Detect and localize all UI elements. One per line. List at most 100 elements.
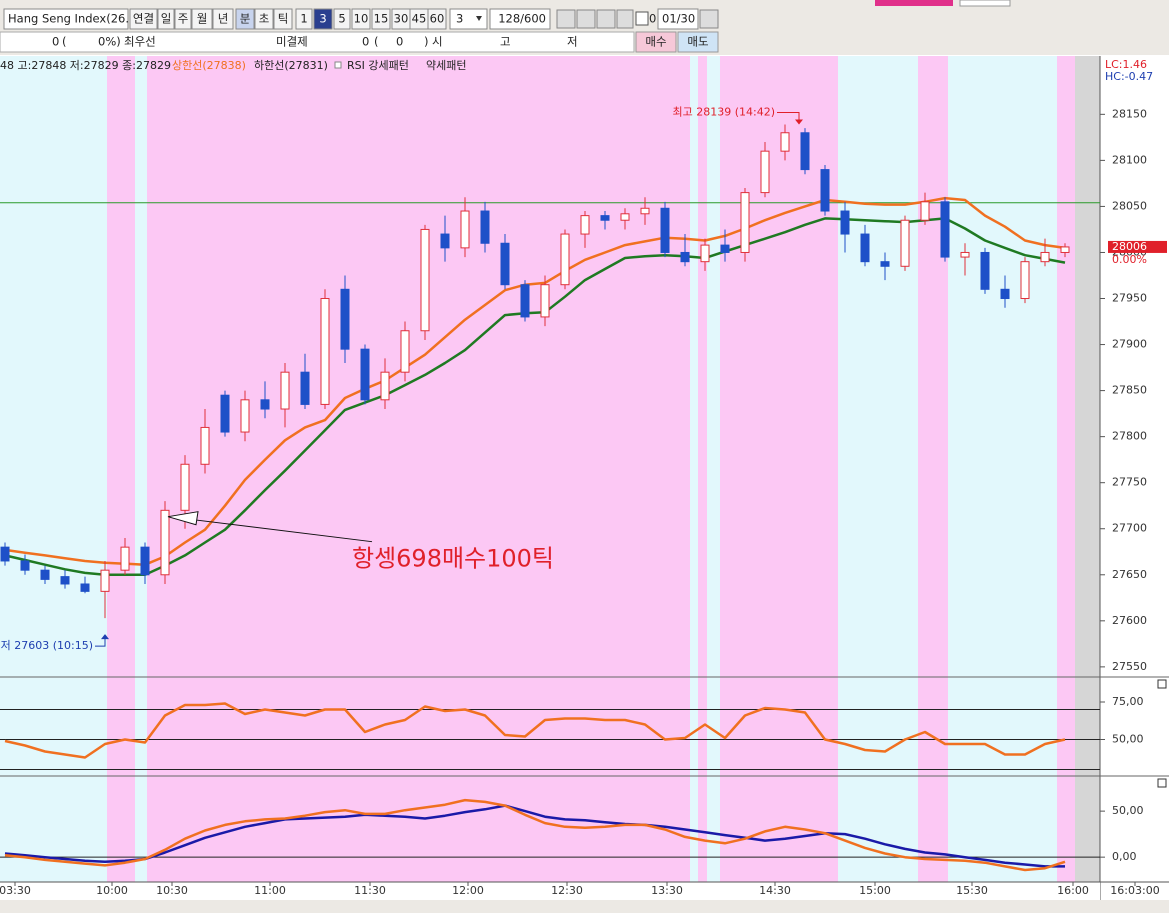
- last-value-box: [1108, 240, 1167, 253]
- candle-body: [880, 261, 890, 267]
- x-axis-area: [0, 882, 1100, 900]
- toolbar-button[interactable]: [273, 8, 293, 30]
- candle-body: [220, 394, 230, 433]
- candle-body: [840, 210, 850, 235]
- candle-body: [800, 132, 810, 171]
- icon[interactable]: [556, 9, 576, 29]
- icon[interactable]: [576, 9, 596, 29]
- candle-body: [0, 546, 10, 562]
- toolbar-button-label: 분: [240, 12, 251, 26]
- quote-bar: [0, 31, 635, 53]
- candle-body: [500, 242, 510, 286]
- sell-label: 매도: [687, 35, 708, 49]
- quote-label: 최우선: [124, 35, 156, 49]
- top-button[interactable]: [875, 0, 953, 6]
- candle-body: [180, 463, 190, 511]
- toolbar-button[interactable]: [212, 8, 234, 30]
- top-button[interactable]: [959, 0, 1011, 7]
- candle-body: [60, 576, 70, 585]
- symbol-box[interactable]: [3, 8, 129, 30]
- candle-body: [300, 371, 310, 405]
- count-select[interactable]: [449, 8, 488, 30]
- candle-body: [80, 583, 90, 592]
- toolbar-button[interactable]: [351, 8, 371, 30]
- dropdown-arrow: [476, 16, 482, 21]
- candle-body: [280, 371, 290, 410]
- candle-body: [740, 192, 750, 253]
- toolbar-button[interactable]: [157, 8, 175, 30]
- candle-body: [600, 215, 610, 221]
- toolbar-button[interactable]: [129, 8, 158, 30]
- buy-label: 매수: [645, 35, 666, 49]
- toolbar-button-label: 10: [354, 12, 369, 26]
- candle-body: [940, 201, 950, 258]
- sell-button[interactable]: [677, 31, 719, 53]
- toolbar-button[interactable]: [313, 8, 333, 30]
- candle-body: [400, 330, 410, 373]
- candle-body: [420, 228, 430, 332]
- y-tick-label: 27800: [1112, 430, 1147, 443]
- toolbar-button-label: 30: [394, 12, 409, 26]
- toolbar-button[interactable]: [191, 8, 213, 30]
- candle-body: [620, 213, 630, 221]
- candle-body: [720, 244, 730, 253]
- shade-future: [1075, 56, 1100, 882]
- toolbar-button[interactable]: [371, 8, 391, 30]
- buy-button[interactable]: [635, 31, 677, 53]
- quote-label: 고: [500, 35, 511, 49]
- y-tick-label: 27550: [1112, 660, 1147, 673]
- calendar-icon[interactable]: [699, 9, 719, 29]
- y-tick-label: 28050: [1112, 199, 1147, 212]
- candle-body: [480, 210, 490, 244]
- candle-body: [860, 233, 870, 263]
- candle-body: [520, 284, 530, 318]
- candle-body: [700, 244, 710, 263]
- toolbar-button[interactable]: [235, 8, 255, 30]
- candle-body: [360, 348, 370, 401]
- candle-body: [1060, 246, 1070, 253]
- date-box[interactable]: [657, 8, 699, 30]
- y-tick-label: 27600: [1112, 614, 1147, 627]
- series-line: [4, 196, 1066, 566]
- x-tick-label: 16:00: [1057, 884, 1089, 897]
- legend-entry: 하한선(27831): [254, 58, 328, 72]
- candle-body: [660, 207, 670, 253]
- candle-body: [960, 251, 970, 258]
- quote: 0%): [98, 35, 121, 49]
- toolbar-button[interactable]: [295, 8, 313, 30]
- symbol: Hang Seng Index(26.0: [8, 12, 136, 26]
- candle-body: [340, 288, 350, 350]
- shade-strong: [918, 56, 948, 882]
- icon[interactable]: [616, 9, 634, 29]
- toolbar-button[interactable]: [254, 8, 274, 30]
- series-line: [4, 798, 1066, 872]
- candle-body: [580, 215, 590, 235]
- annotation-arrowhead: [167, 511, 199, 526]
- panel-close[interactable]: [1157, 778, 1167, 788]
- x-tick-label: 14:30: [759, 884, 791, 897]
- checkbox[interactable]: [635, 11, 649, 26]
- y-tick-label: 0,00: [1112, 850, 1137, 863]
- range: 128/600: [498, 12, 546, 26]
- y-tick-label: 75,00: [1112, 695, 1144, 708]
- annotation: 항셍698매수100틱: [352, 545, 554, 573]
- candle-body: [460, 210, 470, 249]
- icon[interactable]: [596, 9, 616, 29]
- candle-body: [260, 399, 270, 410]
- toolbar-button[interactable]: [333, 8, 351, 30]
- corner-label: LC:1.46: [1105, 58, 1147, 71]
- toolbar-button[interactable]: [174, 8, 192, 30]
- bottom-bar: [0, 900, 1169, 913]
- quote: 0: [396, 35, 403, 49]
- toolbar-button-label: 15: [374, 12, 389, 26]
- panel-close[interactable]: [1157, 679, 1167, 689]
- range-box[interactable]: [489, 8, 551, 30]
- toolbar-button-label: 일: [161, 12, 172, 26]
- toolbar-button[interactable]: [427, 8, 447, 30]
- x-tick-label: 15:00: [859, 884, 891, 897]
- annotation: 최저 27603 (10:15): [0, 639, 93, 652]
- toolbar-button-label: 주: [178, 12, 189, 26]
- corner-label: HC:-0.47: [1105, 70, 1153, 83]
- toolbar-button-label: 연결: [133, 12, 154, 26]
- candle-body: [540, 284, 550, 318]
